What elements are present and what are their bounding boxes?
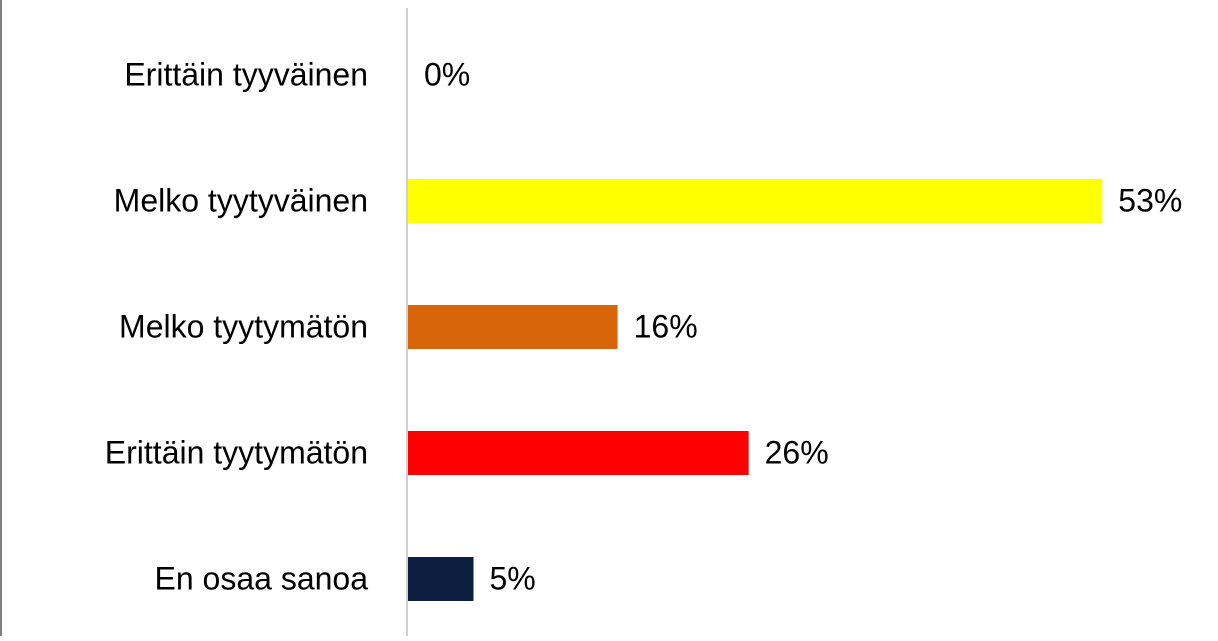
bar [408,179,1103,223]
category-label: Melko tyytymätön [119,308,368,344]
category-label: Melko tyytyväinen [114,182,368,218]
bar [408,557,474,601]
category-label: En osaa sanoa [155,560,369,596]
value-label: 5% [490,560,536,596]
category-label: Erittäin tyyväinen [124,56,368,92]
category-label: Erittäin tyytymätön [105,434,368,470]
value-label: 53% [1118,182,1182,218]
bar [408,305,618,349]
bar [408,431,749,475]
value-label: 26% [765,434,829,470]
value-label: 0% [424,56,470,92]
value-label: 16% [634,308,698,344]
